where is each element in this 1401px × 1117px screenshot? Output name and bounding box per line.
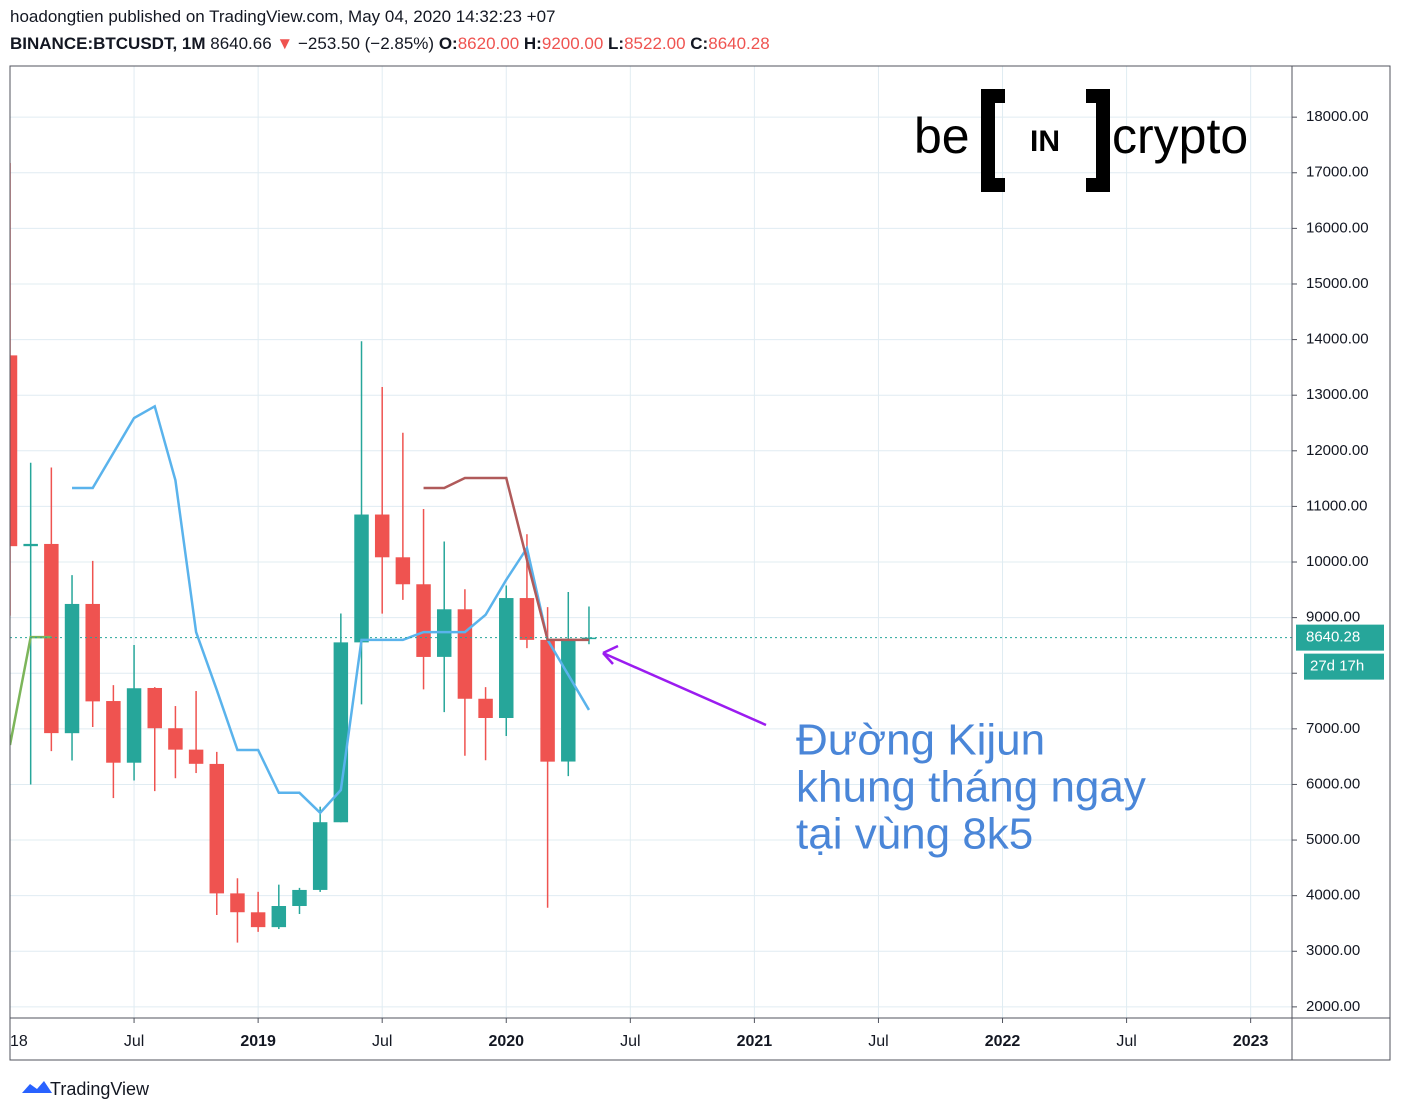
x-tick-label: Jul xyxy=(620,1033,640,1050)
candle-body xyxy=(271,906,287,928)
candle-body xyxy=(292,889,307,907)
candle-body xyxy=(312,822,328,890)
kijun-line xyxy=(72,404,591,815)
y-tick-label: 12000.00 xyxy=(1306,442,1369,459)
candle-body xyxy=(147,687,162,729)
footer: TradingView xyxy=(50,1079,150,1099)
y-tick-label: 10000.00 xyxy=(1306,553,1369,570)
x-tick-label: Jul xyxy=(1116,1033,1136,1050)
candle-body xyxy=(126,688,142,763)
x-tick-label: 2019 xyxy=(240,1033,276,1050)
kijun-line xyxy=(10,635,52,746)
y-tick-label: 5000.00 xyxy=(1306,831,1360,848)
x-tick-label: Jul xyxy=(868,1033,888,1050)
last-price-box xyxy=(1296,624,1384,651)
symbol: BINANCE:BTCUSDT, 1M xyxy=(10,34,206,53)
y-tick-label: 18000.00 xyxy=(1306,108,1369,125)
arrow: ▼ xyxy=(276,34,294,53)
candle-body xyxy=(188,749,204,764)
logo-left: be xyxy=(914,108,970,164)
candle-body xyxy=(416,584,431,657)
grid xyxy=(9,66,1292,1018)
x-tick-label: 2020 xyxy=(488,1033,524,1050)
x-tick-label: Jul xyxy=(372,1033,392,1050)
axes: 2000.00 3000.00 4000.00 5000.00 6000.00 7000.… xyxy=(9,108,1384,1050)
candle-body xyxy=(499,598,514,718)
last: 8640.66 xyxy=(210,34,272,53)
candle-body xyxy=(519,598,535,640)
change: −253.50 (−2.85%) xyxy=(297,34,435,53)
candle-body xyxy=(540,639,555,762)
y-tick-label: 16000.00 xyxy=(1306,219,1369,236)
annotation-text: Đường Kijun xyxy=(796,716,1045,765)
countdown-label: 27d 17h xyxy=(1310,658,1364,675)
candle-body xyxy=(250,912,266,928)
candle-body xyxy=(85,603,100,702)
y-tick-label: 3000.00 xyxy=(1306,942,1360,959)
x-tick-label: 2022 xyxy=(985,1033,1021,1050)
y-tick-label: 13000.00 xyxy=(1306,386,1369,403)
candle-body xyxy=(457,609,473,699)
candle-body xyxy=(478,698,493,718)
candle-body xyxy=(354,514,369,643)
candle-body xyxy=(581,637,597,640)
candle-body xyxy=(209,763,225,894)
l-label: L: xyxy=(608,34,625,53)
candle-body xyxy=(168,728,183,750)
logo: be IN crypto xyxy=(914,89,1248,192)
kijun-line xyxy=(423,476,589,642)
candle-body xyxy=(333,642,349,823)
y-tick-label: 14000.00 xyxy=(1306,331,1369,348)
candle-body xyxy=(561,638,576,762)
logo-brackets xyxy=(981,89,1110,192)
publish-line: hoadongtien published on TradingView.com… xyxy=(10,7,556,26)
candle-body xyxy=(230,893,245,913)
x-tick-label: 18 xyxy=(10,1033,28,1050)
y-tick-label: 15000.00 xyxy=(1306,275,1369,292)
y-tick-label: 17000.00 xyxy=(1306,164,1369,181)
candle-body xyxy=(64,603,80,734)
logo-middle: IN xyxy=(1030,125,1060,158)
x-tick-label: 2023 xyxy=(1233,1033,1269,1050)
o-label: O: xyxy=(438,34,458,53)
quote-line: BINANCE:BTCUSDT, 1M 8640.66 ▼ −253.50 (−… xyxy=(10,34,770,54)
candle-body xyxy=(10,355,18,547)
h-label: H: xyxy=(523,34,542,53)
annotation-text: khung tháng ngay xyxy=(796,763,1146,812)
c-label: C: xyxy=(690,34,709,53)
y-tick-label: 6000.00 xyxy=(1306,775,1360,792)
footer-logo xyxy=(22,1081,52,1093)
y-tick-label: 7000.00 xyxy=(1306,720,1360,737)
candle-body xyxy=(23,543,38,547)
o: 8620.00 xyxy=(457,34,520,53)
x-tick-label: 2021 xyxy=(737,1033,773,1050)
candle-body xyxy=(44,543,59,734)
l: 8522.00 xyxy=(624,34,686,53)
x-tick-label: Jul xyxy=(124,1033,144,1050)
y-tick-label: 2000.00 xyxy=(1306,998,1360,1015)
candle-body xyxy=(106,701,121,763)
candle-body xyxy=(395,557,411,585)
last-price-label: 8640.28 xyxy=(1306,629,1360,646)
candle-body xyxy=(374,514,390,558)
logo-right: crypto xyxy=(1112,108,1248,164)
plot xyxy=(10,162,1292,943)
countdown-box xyxy=(1304,653,1384,680)
y-tick-label: 11000.00 xyxy=(1306,497,1367,514)
c: 8640.28 xyxy=(708,34,770,53)
frame xyxy=(9,65,1391,1061)
annotation-arrow xyxy=(602,644,767,727)
y-tick-label: 4000.00 xyxy=(1306,887,1360,904)
annotation-text: tại vùng 8k5 xyxy=(796,810,1033,859)
h: 9200.00 xyxy=(541,34,604,53)
y-tick-label: 9000.00 xyxy=(1306,609,1360,626)
